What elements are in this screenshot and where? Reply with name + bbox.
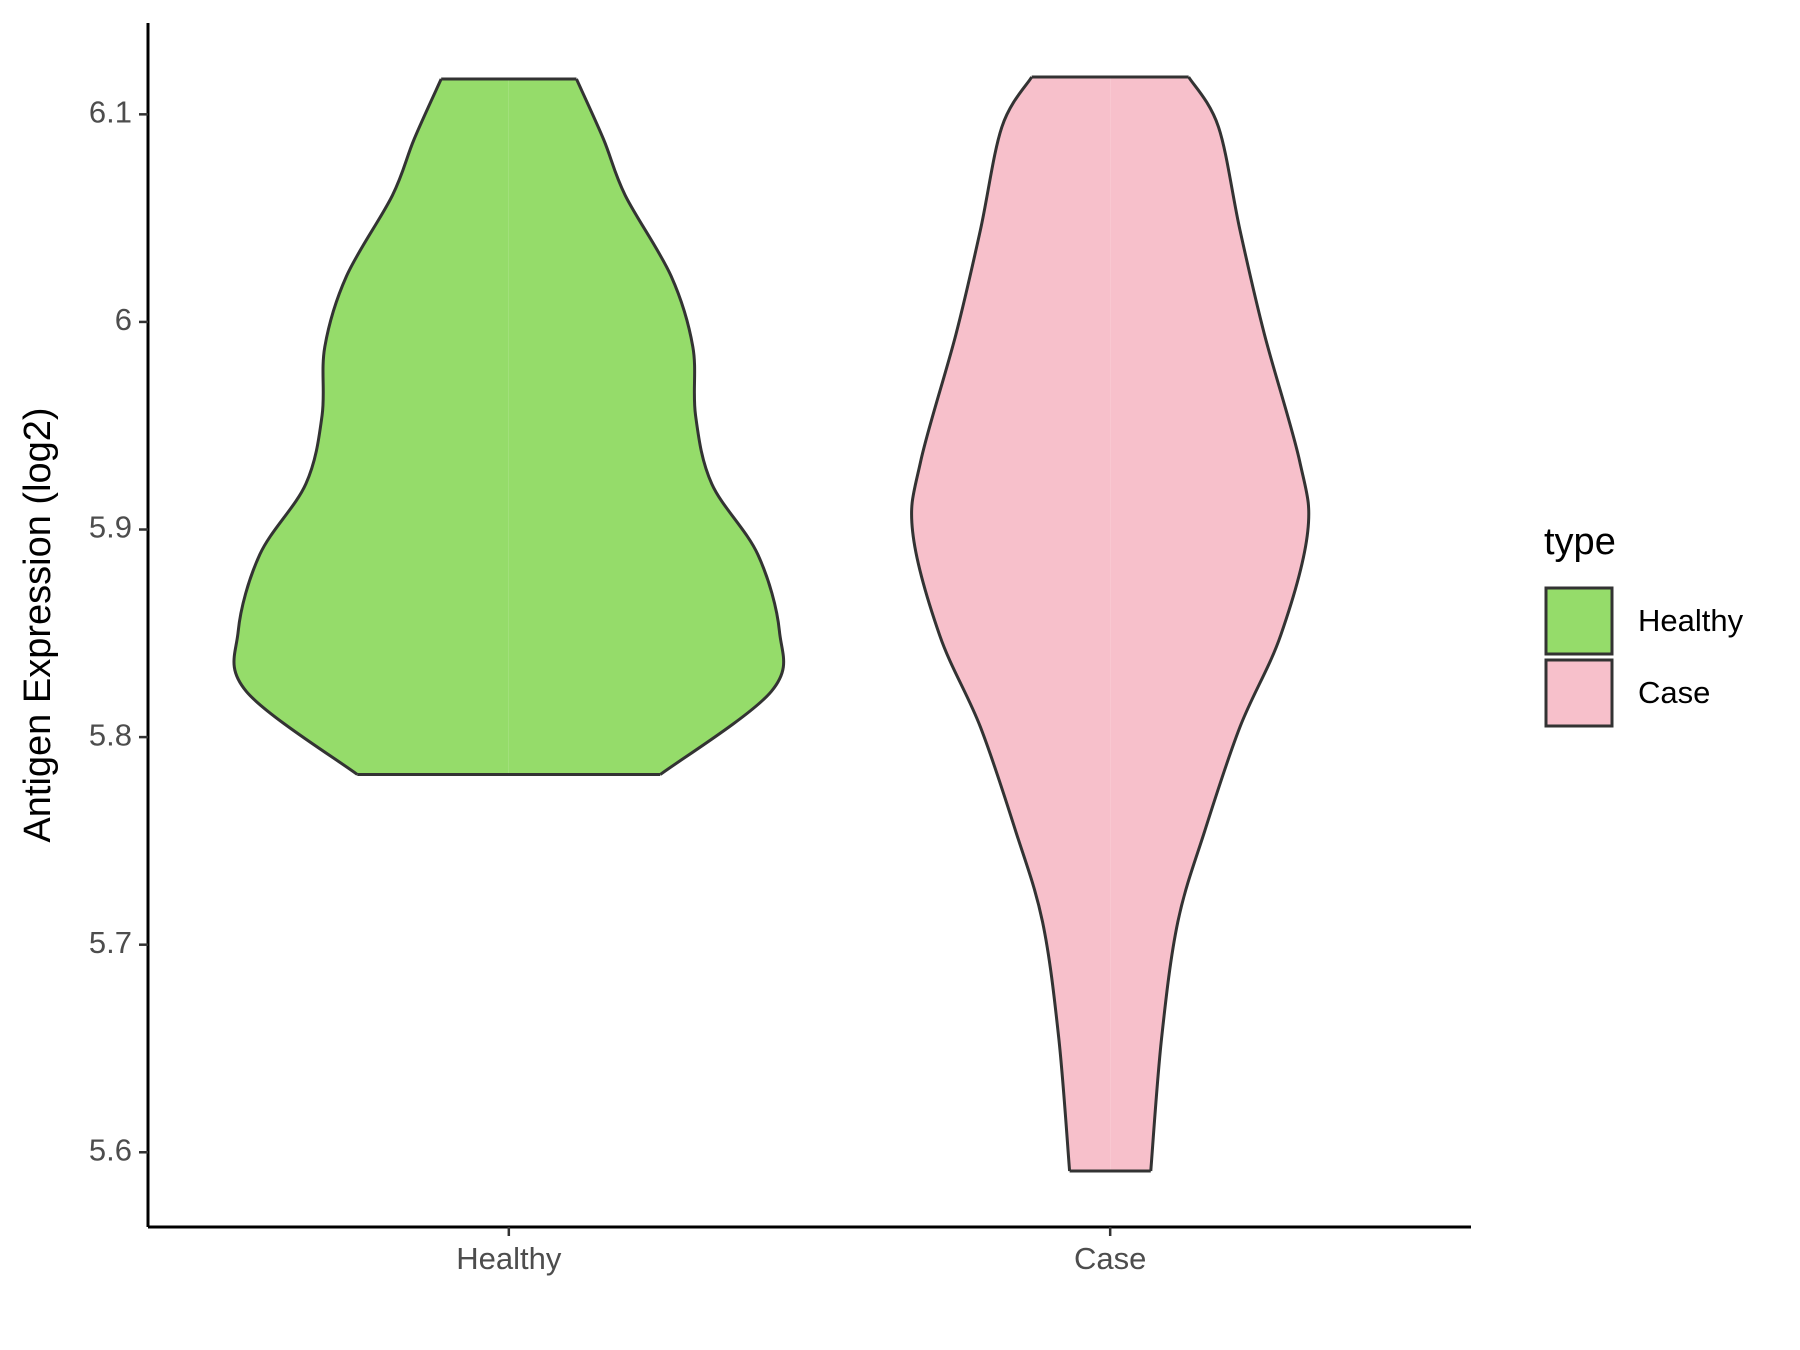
legend-title: type <box>1544 521 1616 563</box>
legend-key <box>1544 586 1614 656</box>
x-tick-label: Healthy <box>456 1241 562 1276</box>
y-tick-label: 6 <box>115 302 132 337</box>
legend-key <box>1544 658 1614 728</box>
violin-right-edge <box>1149 76 1311 1172</box>
y-tick-label: 5.8 <box>89 717 132 752</box>
violin-right-edge <box>575 78 786 776</box>
y-tick-label: 6.1 <box>89 95 132 130</box>
y-tick-label: 5.9 <box>89 510 132 545</box>
violin-fill <box>1110 76 1309 1171</box>
violin-fill <box>911 76 1111 1171</box>
violin-left-edge <box>910 76 1072 1172</box>
y-tick-label: 5.7 <box>89 925 132 960</box>
legend-label: Healthy <box>1638 603 1744 638</box>
y-tick-label: 5.6 <box>89 1132 132 1167</box>
violin-left-edge <box>232 78 443 776</box>
legend-label: Case <box>1638 675 1710 710</box>
violin-fill <box>233 79 509 775</box>
y-axis-label: Antigen Expression (log2) <box>17 407 59 842</box>
x-tick-label: Case <box>1074 1241 1146 1276</box>
violin-fill <box>508 79 784 775</box>
